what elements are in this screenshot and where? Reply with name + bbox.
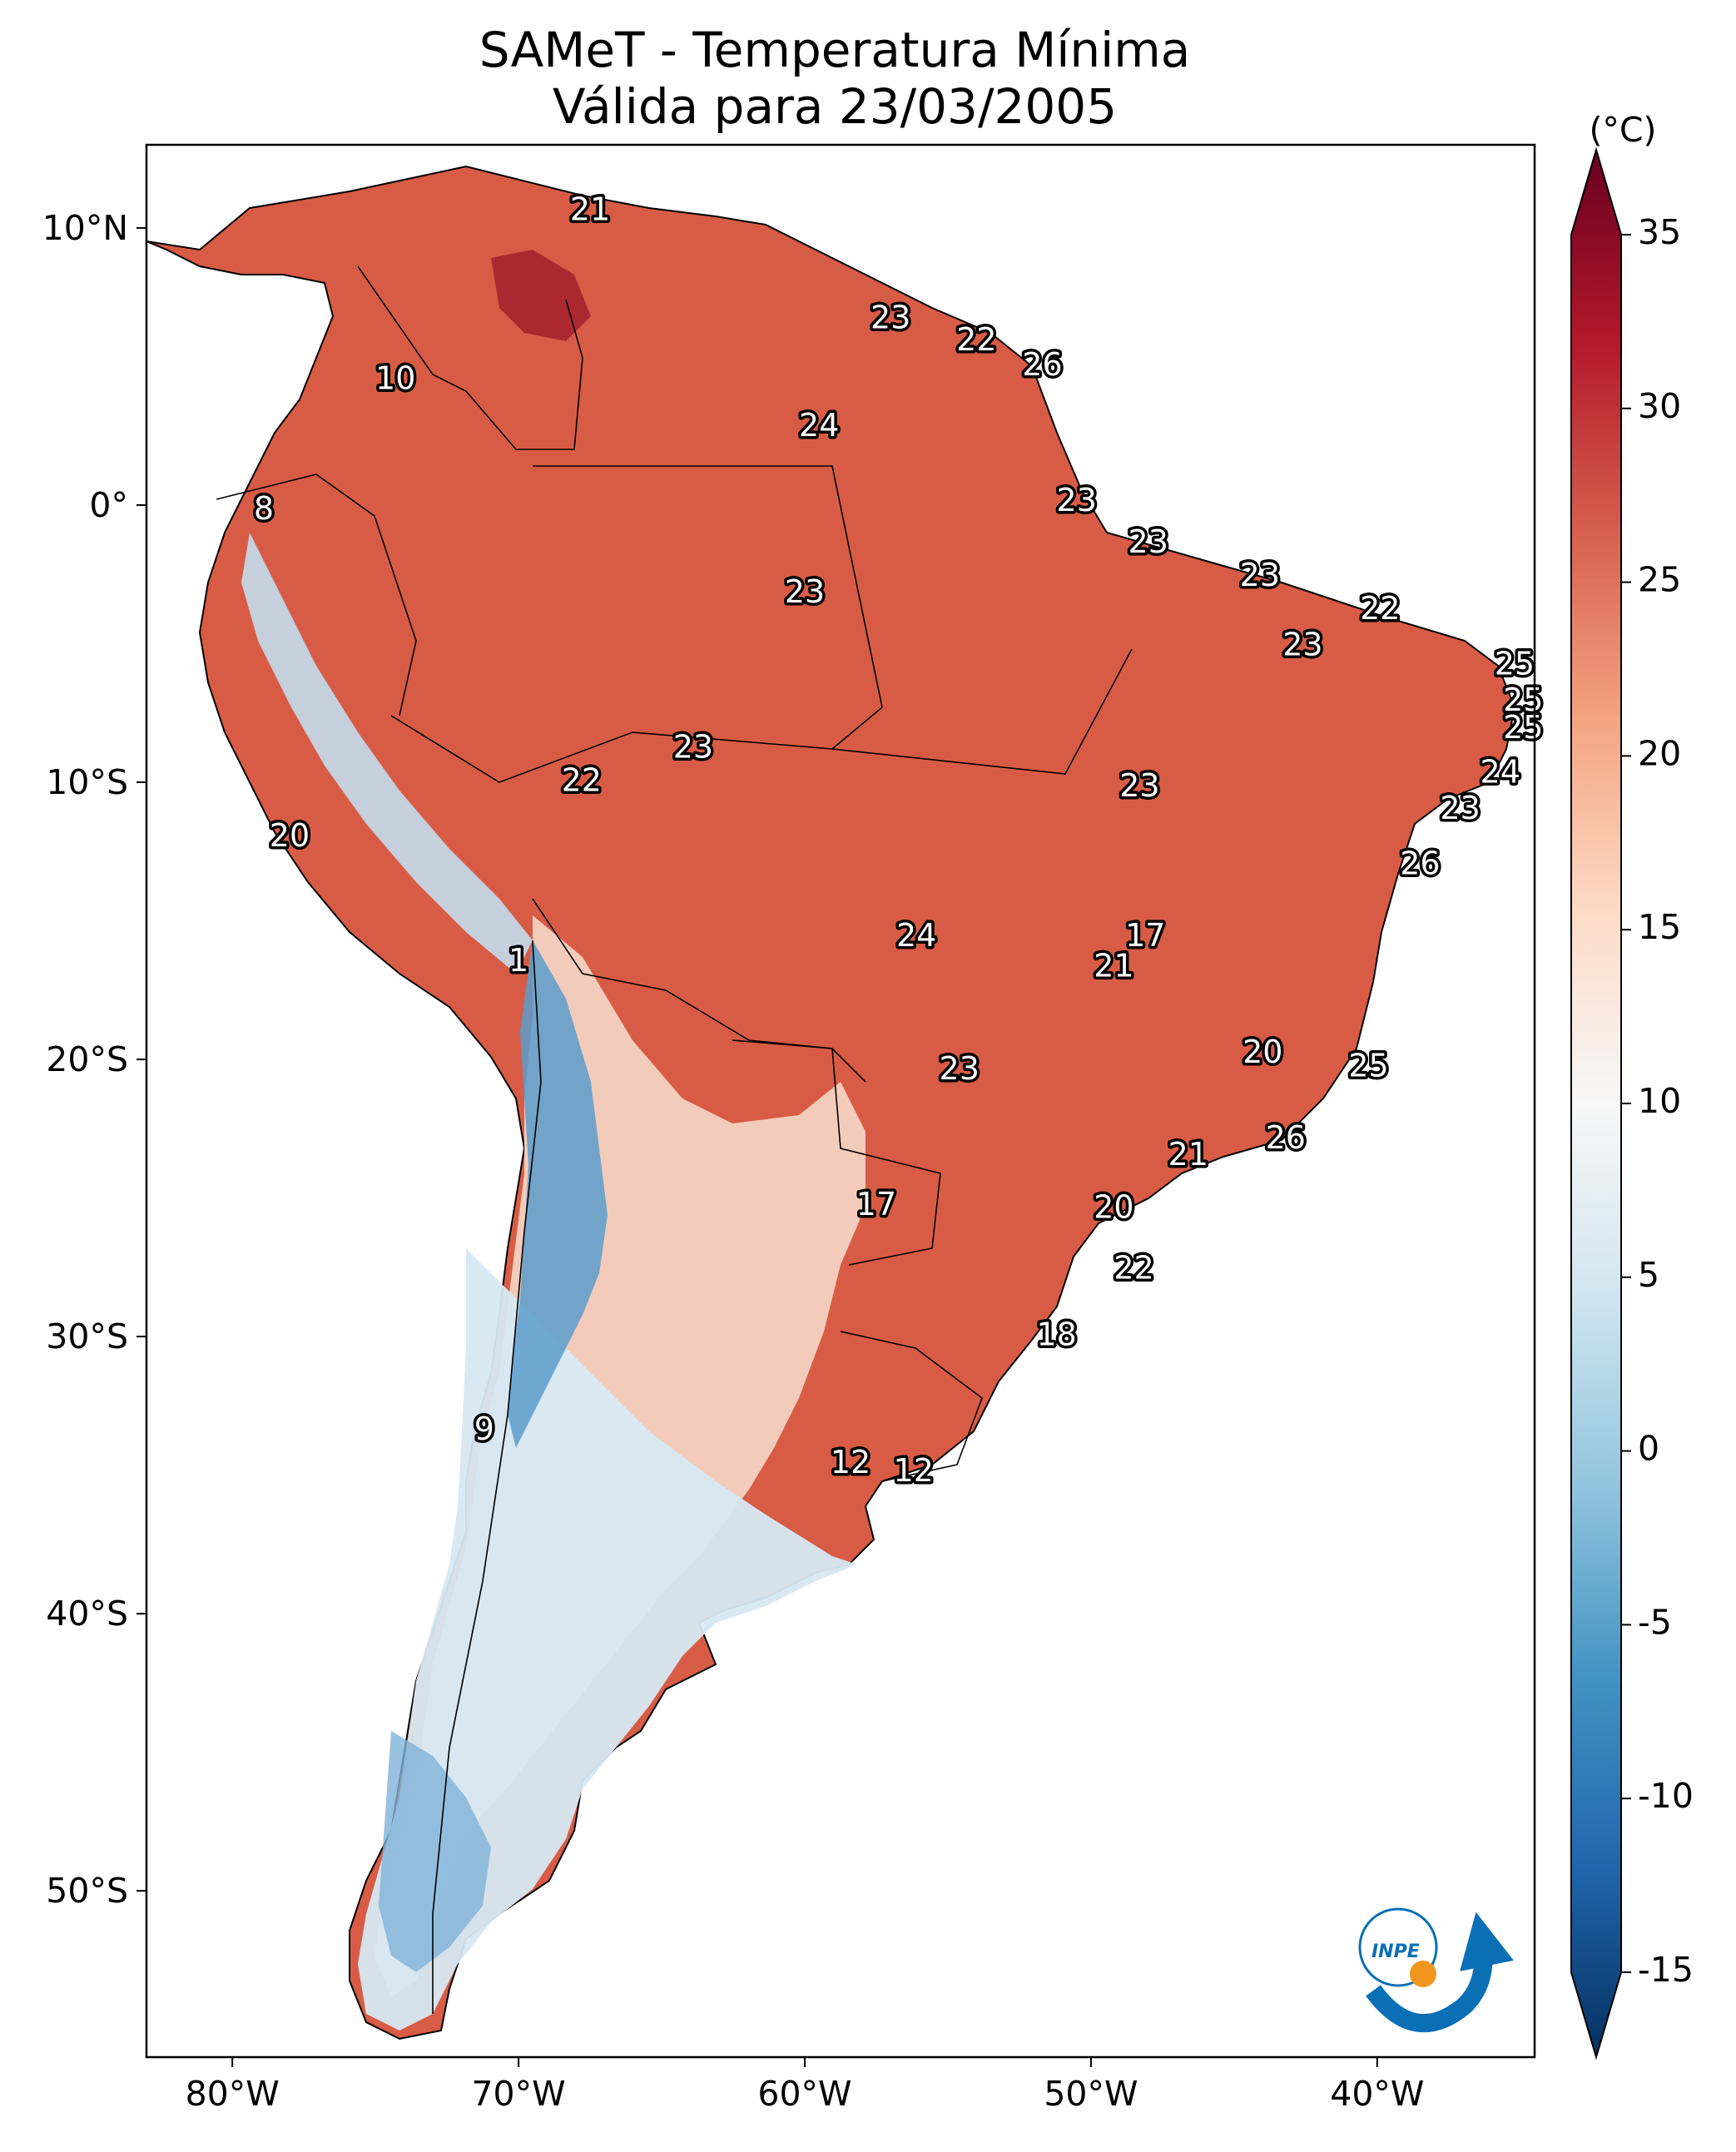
- colorbar-tick-label: 15: [1638, 907, 1681, 947]
- border-bolivia: [532, 898, 866, 1083]
- latitude-axis: 10°N 0° 10°S 20°S 30°S 40°S 50°S: [42, 208, 146, 1911]
- station-label: 23: [1240, 557, 1280, 593]
- station-label: 26: [1400, 845, 1440, 881]
- lat-tick-label: 20°S: [46, 1039, 128, 1079]
- station-label: 10: [375, 360, 415, 397]
- station-label: 20: [1094, 1188, 1133, 1225]
- map-frame: [145, 143, 1536, 2059]
- logo-text: INPE: [1371, 1941, 1420, 1962]
- station-label: 22: [1114, 1250, 1153, 1287]
- colorbar-scale: [1570, 146, 1622, 2060]
- station-label: 24: [799, 407, 839, 444]
- station-label: 23: [870, 299, 910, 335]
- station-label: 23: [1440, 790, 1480, 826]
- station-label: 23: [940, 1050, 980, 1087]
- station-label: 1: [508, 942, 528, 979]
- colorbar-tick-label: 10: [1638, 1081, 1681, 1121]
- logo-swoosh-icon: [1366, 1912, 1514, 2033]
- station-label: 25: [1495, 646, 1535, 682]
- station-label: 26: [1022, 346, 1062, 383]
- andes-cold-band: [508, 940, 608, 1448]
- colorbar-tick-label: 20: [1638, 733, 1681, 773]
- station-label: 24: [896, 917, 936, 954]
- station-label: 9: [474, 1411, 494, 1447]
- colorbar-tick-label: -10: [1638, 1776, 1694, 1816]
- border-ecuador-peru: [216, 474, 417, 717]
- colorbar-ticks: 35 30 25 20 15 10 5 0 -5 -10 -15: [1621, 212, 1694, 1990]
- lat-tick-label: 50°S: [46, 1871, 128, 1911]
- station-label: 22: [956, 321, 996, 358]
- patagonia-south-cold-band: [379, 1731, 491, 1972]
- map-content: [146, 165, 1516, 2040]
- title-line-2: Válida para 23/03/2005: [553, 78, 1117, 135]
- inpe-logo: INPE: [1358, 1907, 1514, 2033]
- lon-tick-label: 50°W: [1044, 2074, 1138, 2114]
- lat-tick-label: 10°S: [46, 762, 128, 802]
- border-brazil-states: [831, 648, 1133, 775]
- station-label: 21: [1168, 1136, 1208, 1173]
- station-label: 18: [1036, 1316, 1076, 1353]
- station-label: 25: [1503, 709, 1543, 746]
- station-label: 22: [562, 762, 602, 799]
- station-label: 23: [1128, 523, 1168, 560]
- lon-tick-label: 60°W: [757, 2074, 851, 2114]
- logo-ring-icon: [1358, 1907, 1438, 1987]
- border-colombia-venezuela: [357, 265, 583, 450]
- colorbar-tick-label: -15: [1638, 1950, 1694, 1990]
- title-line-1: SAMeT - Temperatura Mínima: [479, 22, 1191, 78]
- station-label: 25: [1503, 682, 1543, 718]
- colorbar-tick-label: 0: [1638, 1429, 1659, 1469]
- station-label: 23: [673, 729, 713, 766]
- border-uruguay: [840, 1331, 983, 1482]
- station-label: 17: [856, 1186, 896, 1222]
- station-label: 17: [1125, 917, 1165, 954]
- colorbar-tick-label: -5: [1638, 1602, 1672, 1642]
- colorbar: (°C) 35 30 25 20 15 10 5 0 -5 -10 -15: [1570, 110, 1694, 2060]
- lat-tick-label: 30°S: [46, 1316, 128, 1356]
- station-label: 23: [785, 573, 825, 610]
- station-label: 24: [1481, 754, 1520, 791]
- colorbar-tick-label: 35: [1638, 212, 1681, 252]
- station-label: 20: [270, 817, 310, 854]
- longitude-axis: 80°W 70°W 60°W 50°W 40°W: [186, 2057, 1424, 2114]
- colorbar-tick-label: 5: [1638, 1255, 1659, 1295]
- lat-tick-label: 0°: [89, 485, 128, 525]
- lat-tick-label: 10°N: [42, 208, 128, 248]
- andes-peru-cool-band: [241, 533, 533, 974]
- colorbar-tick-label: 25: [1638, 560, 1681, 600]
- station-label: 22: [1360, 590, 1400, 627]
- station-label: 26: [1266, 1119, 1306, 1156]
- lon-tick-label: 80°W: [186, 2074, 280, 2114]
- station-label: 21: [570, 191, 610, 227]
- station-label: 8: [254, 490, 274, 527]
- station-label: 23: [1282, 626, 1322, 662]
- colorbar-tick-label: 30: [1638, 386, 1681, 426]
- logo-sun-icon: [1410, 1961, 1436, 1987]
- lon-tick-label: 70°W: [471, 2074, 565, 2114]
- station-label: 12: [894, 1452, 934, 1489]
- station-label: 23: [1119, 767, 1159, 804]
- border-chile-argentina: [432, 940, 542, 2014]
- border-paraguay: [732, 1039, 941, 1266]
- lon-tick-label: 40°W: [1330, 2074, 1424, 2114]
- station-label: 23: [1057, 482, 1097, 518]
- station-label: 12: [831, 1444, 870, 1480]
- lat-tick-label: 40°S: [46, 1594, 128, 1634]
- colorbar-unit: (°C): [1589, 110, 1656, 150]
- station-label: 20: [1242, 1034, 1282, 1070]
- station-label: 25: [1348, 1048, 1388, 1084]
- country-borders: [216, 265, 1133, 2014]
- station-label: 21: [1094, 948, 1133, 984]
- venezuela-hot-zone: [491, 250, 591, 341]
